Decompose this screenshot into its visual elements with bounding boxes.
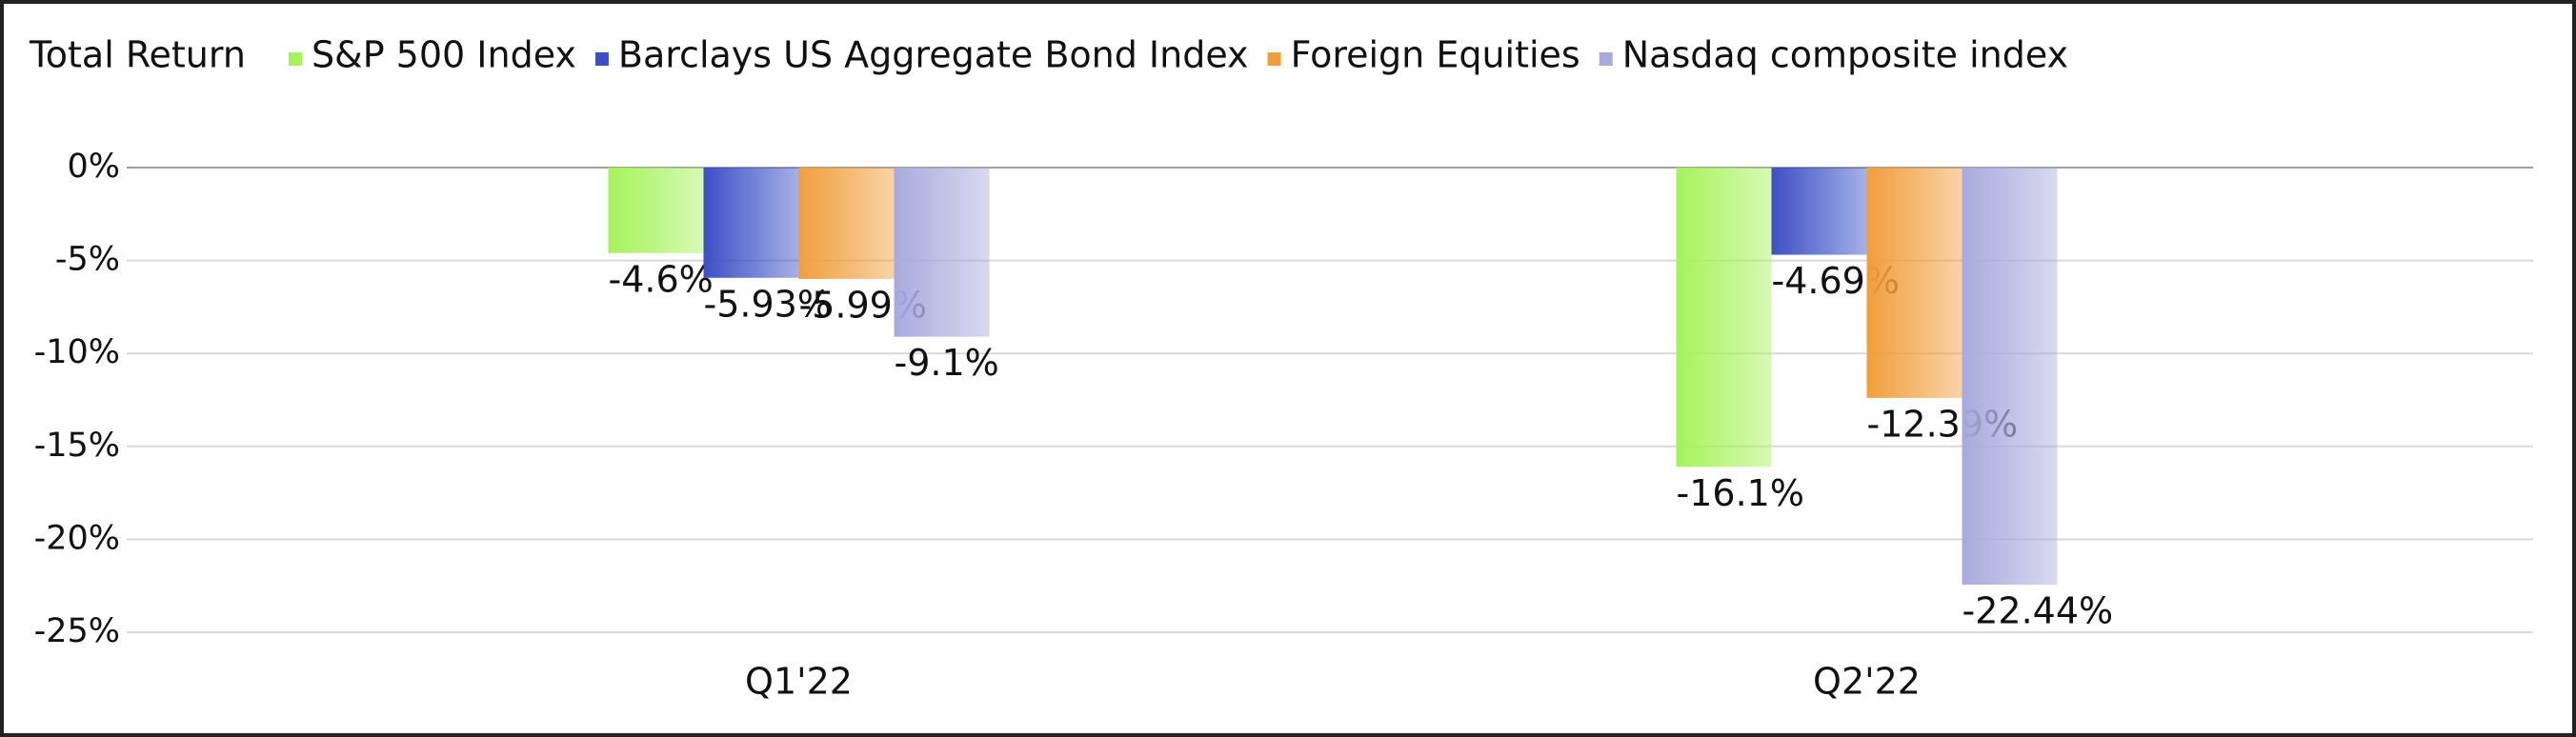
y-tick-label: -25%: [34, 612, 120, 650]
data-label: -22.44%: [1962, 590, 2114, 632]
y-tick-label: -10%: [34, 333, 120, 371]
legend-label: Barclays US Aggregate Bond Index: [618, 34, 1249, 76]
data-label: -4.6%: [609, 258, 714, 300]
legend-marker: [1599, 52, 1613, 66]
data-label: -16.1%: [1677, 472, 1804, 514]
legend-marker: [594, 52, 609, 66]
bar: [703, 168, 799, 278]
x-tick-label: Q2'22: [1813, 661, 1921, 703]
bar: [798, 168, 895, 279]
legend-label: S&P 500 Index: [312, 34, 576, 76]
legend-marker: [1267, 52, 1281, 66]
bar: [1676, 168, 1772, 468]
data-label: -5.93%: [704, 283, 832, 325]
y-tick-label: -20%: [34, 519, 120, 557]
y-tick-label: -15%: [34, 427, 120, 465]
chart-title: Total Return: [29, 34, 246, 76]
bar: [1771, 168, 1867, 255]
bar: [894, 168, 990, 337]
data-label: -9.1%: [895, 342, 999, 384]
legend-label: Foreign Equities: [1291, 34, 1580, 76]
bar: [608, 168, 704, 253]
bar: [1866, 168, 1962, 398]
x-tick-label: Q1'22: [745, 661, 853, 703]
y-tick-label: 0%: [67, 148, 120, 186]
legend-label: Nasdaq composite index: [1622, 34, 2068, 76]
legend-marker: [288, 52, 302, 66]
y-tick-label: -5%: [55, 241, 120, 279]
bar: [1962, 168, 2058, 586]
